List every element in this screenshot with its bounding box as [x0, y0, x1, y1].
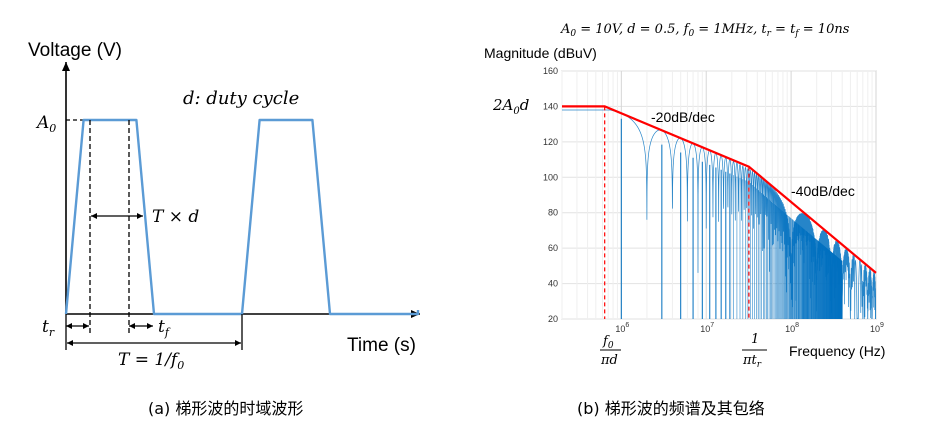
svg-text:f0: f0: [602, 334, 614, 351]
y-tick-label: 100: [543, 172, 558, 182]
svg-text:πtr: πtr: [742, 353, 762, 370]
time-domain-panel: Voltage (V) Time (s) A0 d: duty cycle T …: [28, 40, 420, 418]
svg-text:1: 1: [751, 332, 759, 347]
svg-text:πd: πd: [600, 353, 618, 368]
corner-markers: [604, 106, 750, 319]
duty-cycle-label: d: duty cycle: [183, 88, 299, 109]
y-tick-label: 80: [548, 208, 558, 218]
slope1-label: -20dB/dec: [651, 109, 715, 125]
envelope: [562, 105, 877, 274]
y-tick-label: 160: [543, 66, 558, 76]
pulse-width-label: T × d: [152, 207, 199, 227]
slope2-label: -40dB/dec: [791, 183, 855, 199]
frequency-axis-label: Frequency (Hz): [789, 343, 885, 359]
y-tick-label: 60: [548, 243, 558, 253]
y-tick-label: 40: [548, 279, 558, 289]
y-tick-label: 120: [543, 137, 558, 147]
caption-b: (b) 梯形波的频谱及其包络: [577, 399, 765, 418]
fall-time-label: tf: [158, 317, 171, 339]
amplitude-label: A0: [35, 113, 56, 135]
y-tick-label: 20: [548, 314, 558, 324]
y-tick-label: 140: [543, 101, 558, 111]
caption-a: (a) 梯形波的时域波形: [148, 399, 303, 418]
spectrum-title: A0 = 10V, d = 0.5, f0 = 1MHz, tr = tf = …: [560, 22, 850, 39]
x-tick-label: 109: [870, 322, 884, 334]
spectrum: [562, 109, 876, 319]
y-axis-label: Voltage (V): [28, 40, 122, 61]
x-tick-label: 106: [615, 322, 629, 334]
trapezoid-waveform: [64, 118, 420, 316]
x-tick-label: 108: [785, 322, 799, 334]
corner1-label: f0 πd: [600, 334, 621, 368]
waveform-line: [64, 118, 420, 316]
corner2-label: 1 πtr: [742, 332, 767, 370]
frequency-domain-panel: A0 = 10V, d = 0.5, f0 = 1MHz, tr = tf = …: [484, 22, 885, 418]
x-tick-label: 107: [700, 322, 714, 334]
period-label: T = 1/f0: [118, 350, 184, 372]
magnitude-axis-label: Magnitude (dBuV): [484, 45, 597, 61]
x-axis-label: Time (s): [347, 335, 416, 356]
level-label: 2A0d: [492, 96, 529, 117]
envelope-line: [562, 105, 877, 274]
rise-time-label: tr: [42, 317, 55, 339]
